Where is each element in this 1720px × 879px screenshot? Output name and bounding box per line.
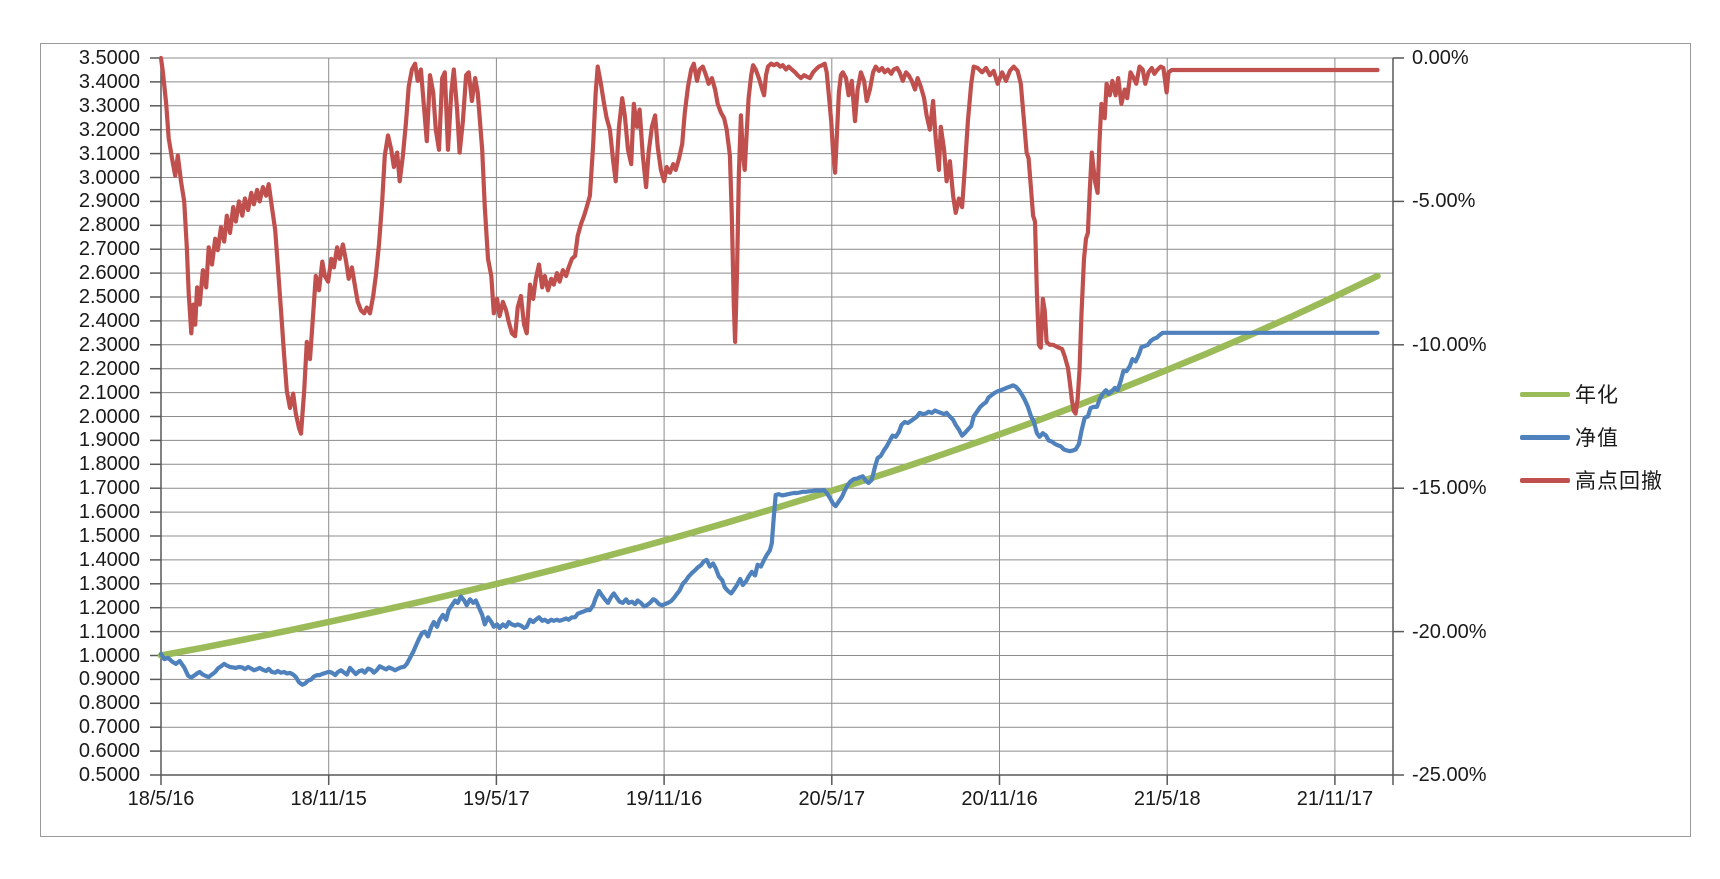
y-left-tick-label: 2.9000 — [78, 190, 140, 213]
annualized-line-swatch — [1520, 391, 1570, 397]
legend: 年化 净值 高点回撤 — [1520, 383, 1663, 512]
x-tick-label: 21/5/18 — [1133, 788, 1201, 810]
y-left-tick-label: 0.7000 — [78, 716, 140, 739]
y-left-tick-label: 2.4000 — [78, 309, 140, 332]
legend-label-annualized: 年化 — [1575, 384, 1619, 407]
y-left-tick-label: 1.4000 — [78, 548, 140, 571]
y-left-tick-label: 1.7000 — [78, 477, 140, 500]
y-left-tick-label: 3.5000 — [78, 47, 140, 69]
y-left-tick-label: 2.1000 — [78, 381, 140, 404]
y-left-tick-label: 1.1000 — [78, 620, 140, 643]
y-left-tick-label: 1.9000 — [78, 429, 140, 452]
y-left-tick-label: 0.9000 — [78, 668, 140, 691]
y-left-tick-label: 2.2000 — [78, 357, 140, 380]
y-left-tick-label: 2.7000 — [78, 238, 140, 261]
nav-line-swatch — [1520, 434, 1570, 440]
y-right-tick-label: -15.00% — [1412, 477, 1487, 500]
y-left-tick-label: 1.0000 — [78, 644, 140, 667]
y-left-tick-label: 2.0000 — [78, 405, 140, 428]
legend-item-drawdown[interactable]: 高点回撤 — [1520, 469, 1663, 493]
legend-item-nav[interactable]: 净值 — [1520, 426, 1663, 450]
y-right-tick-label: -5.00% — [1412, 190, 1476, 213]
y-left-tick-label: 1.5000 — [78, 525, 140, 547]
y-right-tick-label: -10.00% — [1412, 333, 1487, 356]
y-left-tick-label: 2.3000 — [78, 333, 140, 356]
y-left-tick-label: 2.5000 — [78, 286, 140, 308]
y-left-tick-label: 3.0000 — [78, 166, 140, 189]
y-left-tick-label: 1.2000 — [78, 596, 140, 619]
annualized-line — [157, 272, 1381, 659]
y-left-tick-label: 3.3000 — [78, 94, 140, 117]
y-left-tick-label: 3.4000 — [78, 70, 140, 93]
x-tick-label: 21/11/17 — [1296, 788, 1374, 810]
y-left-tick-label: 3.2000 — [78, 118, 140, 141]
nav-line — [158, 330, 1380, 687]
y-left-tick-label: 0.8000 — [78, 692, 140, 715]
drawdown-line — [158, 55, 1380, 436]
x-tick-label: 19/5/17 — [463, 788, 530, 810]
y-left-tick-label: 0.6000 — [78, 740, 140, 763]
y-right-tick-label: -25.00% — [1412, 764, 1487, 786]
y-right-tick-label: 0.00% — [1412, 47, 1469, 69]
legend-label-drawdown: 高点回撤 — [1575, 470, 1663, 493]
legend-item-annualized[interactable]: 年化 — [1520, 383, 1663, 407]
x-tick-label: 20/11/16 — [961, 788, 1038, 810]
y-left-tick-label: 1.3000 — [78, 572, 140, 595]
y-right-tick-label: -20.00% — [1412, 620, 1487, 643]
y-left-tick-label: 2.6000 — [78, 262, 140, 285]
y-left-tick-label: 1.6000 — [78, 501, 140, 524]
y-left-tick-label: 2.8000 — [78, 214, 140, 237]
x-tick-label: 18/11/15 — [290, 788, 367, 810]
legend-label-nav: 净值 — [1575, 427, 1619, 450]
x-tick-label: 19/11/16 — [625, 788, 703, 810]
x-tick-label: 18/5/16 — [127, 788, 195, 810]
y-left-tick-label: 1.8000 — [78, 453, 140, 476]
x-tick-label: 20/5/17 — [798, 788, 866, 810]
drawdown-line-swatch — [1520, 477, 1570, 483]
y-left-tick-label: 3.1000 — [78, 142, 140, 165]
y-left-tick-label: 0.5000 — [78, 764, 140, 786]
